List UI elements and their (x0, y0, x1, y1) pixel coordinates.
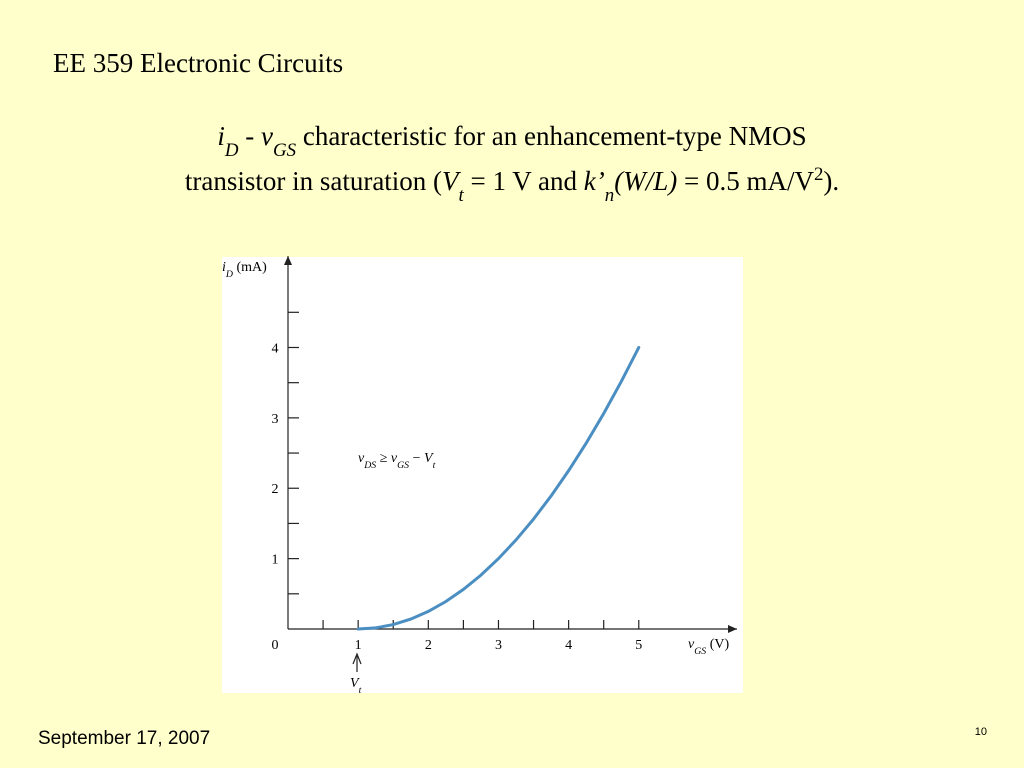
y-axis-label: iD (mA) (222, 260, 267, 280)
x-tick-label: 2 (425, 638, 432, 653)
footer-date: September 17, 2007 (38, 728, 210, 749)
chart-area (222, 257, 743, 693)
title-line: iD - vGS characteristic for an enhanceme… (217, 121, 806, 161)
x-axis-label: vGS (V) (688, 637, 729, 657)
curve (356, 345, 641, 631)
y-axis-arrow (284, 256, 292, 265)
x-tick-label: 1 (355, 638, 362, 653)
y-tick-label: 3 (272, 412, 279, 427)
x-tick-label: 3 (495, 638, 502, 653)
x-tick-label: 4 (565, 638, 572, 653)
title-line: transistor in saturation (Vt = 1 V and k… (185, 164, 839, 206)
vt-arrowhead (352, 652, 362, 665)
y-tick-label: 2 (272, 482, 279, 497)
annotation: vDS ≥ vGS − Vt (358, 451, 436, 471)
header: EE 359 Electronic Circuits (53, 48, 343, 78)
x-tick-label: 5 (635, 638, 642, 653)
page-number: 10 (975, 726, 987, 738)
x-tick-label: 0 (272, 638, 279, 653)
y-tick-label: 4 (272, 341, 279, 356)
x-axis-arrow (728, 625, 737, 633)
vt-label: Vt (350, 676, 362, 696)
y-tick-label: 1 (272, 553, 279, 568)
